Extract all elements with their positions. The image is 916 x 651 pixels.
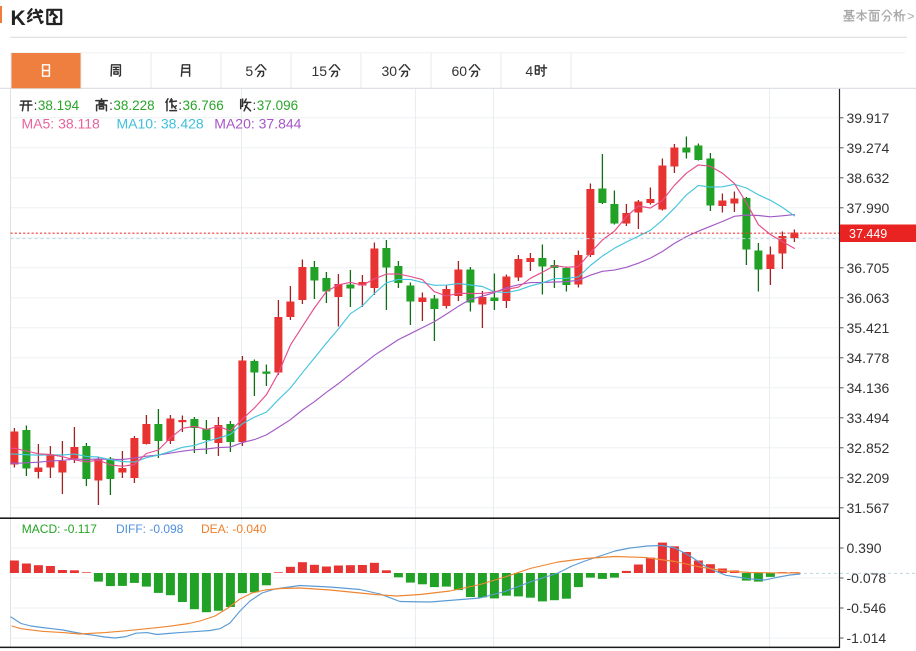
svg-text:34.778: 34.778: [847, 350, 890, 366]
svg-text:K: K: [11, 7, 26, 30]
svg-text:MA10: 38.428: MA10: 38.428: [117, 116, 204, 132]
svg-text:32.852: 32.852: [847, 440, 890, 456]
svg-text:32.209: 32.209: [847, 470, 890, 486]
svg-text:5: 5: [245, 63, 253, 79]
svg-text:34.136: 34.136: [847, 380, 890, 396]
svg-text:39.274: 39.274: [847, 140, 890, 156]
svg-text:MACD: -0.117: MACD: -0.117: [22, 522, 97, 536]
svg-text:39.917: 39.917: [847, 110, 890, 126]
svg-text::: :: [178, 98, 182, 113]
svg-text:37.990: 37.990: [847, 200, 890, 216]
svg-text:-0.546: -0.546: [847, 600, 887, 616]
svg-text:30: 30: [381, 63, 397, 79]
svg-text:33.494: 33.494: [847, 410, 890, 426]
svg-text:36.766: 36.766: [183, 98, 224, 113]
svg-text::: :: [34, 98, 38, 113]
svg-text:-1.014: -1.014: [847, 630, 887, 646]
svg-text:37.096: 37.096: [257, 98, 298, 113]
svg-text:DIFF: -0.098: DIFF: -0.098: [116, 522, 184, 536]
svg-text:35.421: 35.421: [847, 320, 890, 336]
svg-text:MA20: 37.844: MA20: 37.844: [214, 116, 301, 132]
svg-text:37.449: 37.449: [849, 227, 887, 241]
svg-text:36.705: 36.705: [847, 260, 890, 276]
svg-text:MA5: 38.118: MA5: 38.118: [22, 116, 101, 132]
svg-text:60: 60: [451, 63, 467, 79]
svg-text:0.390: 0.390: [847, 540, 882, 556]
svg-text:>: >: [907, 9, 915, 24]
svg-text:38.228: 38.228: [113, 98, 154, 113]
svg-text:DEA: -0.040: DEA: -0.040: [201, 522, 267, 536]
svg-text:38.194: 38.194: [38, 98, 80, 113]
svg-text:31.567: 31.567: [847, 500, 890, 516]
svg-text::: :: [109, 98, 113, 113]
svg-text:4: 4: [525, 63, 533, 79]
svg-text::: :: [253, 98, 257, 113]
svg-text:-0.078: -0.078: [847, 570, 887, 586]
svg-text:36.063: 36.063: [847, 290, 890, 306]
svg-text:15: 15: [311, 63, 327, 79]
svg-text:38.632: 38.632: [847, 170, 890, 186]
